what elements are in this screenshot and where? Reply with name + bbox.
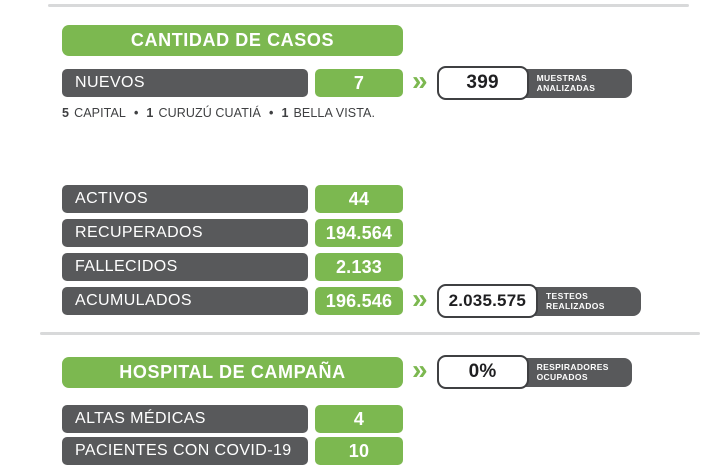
stat-value-box: 7: [315, 69, 403, 97]
muestras-value-box: 399: [436, 66, 529, 100]
muestras-tag: MUESTRAS ANALIZADAS: [521, 68, 632, 98]
section-title-hospital-de-campana: HOSPITAL DE CAMPAÑA: [62, 357, 403, 388]
testeos-badge-group: » 2.035.575 TESTEOS REALIZADOS: [412, 283, 642, 318]
breakdown-count: 1: [281, 106, 289, 120]
double-chevron-icon: »: [412, 354, 428, 385]
testeos-value-box: 2.035.575: [436, 284, 539, 318]
stat-label-bar: ACUMULADOS: [62, 287, 308, 315]
stat-value: 4: [353, 408, 365, 429]
section-title-label: HOSPITAL DE CAMPAÑA: [119, 362, 346, 382]
breakdown-place: CURUZÚ CUATIÁ: [158, 106, 261, 120]
stat-label: ACTIVOS: [75, 190, 149, 207]
testeos-tag-line2: REALIZADOS: [546, 301, 605, 311]
stat-value: 2.133: [335, 256, 383, 277]
stat-value: 194.564: [325, 222, 393, 243]
respiradores-tag-line2: OCUPADOS: [536, 372, 588, 382]
stat-value: 44: [348, 188, 370, 209]
section-title-label: CANTIDAD DE CASOS: [130, 30, 335, 50]
breakdown-count: 5: [62, 106, 70, 120]
breakdown-count: 1: [146, 106, 154, 120]
stat-label: ACUMULADOS: [75, 292, 192, 309]
stat-row-fallecidos: FALLECIDOS 2.133: [62, 253, 403, 281]
bullet-icon: •: [133, 106, 139, 120]
stat-label-bar: RECUPERADOS: [62, 219, 308, 247]
muestras-value: 399: [466, 72, 499, 93]
stat-value-box: 196.546: [315, 287, 403, 315]
section-title-cantidad-de-casos: CANTIDAD DE CASOS: [62, 25, 403, 56]
breakdown-place: CAPITAL: [74, 106, 126, 120]
stat-row-recuperados: RECUPERADOS 194.564: [62, 219, 403, 247]
muestras-tag-line1: MUESTRAS: [536, 73, 588, 83]
stat-value-box: 10: [315, 437, 403, 465]
stat-row-pacientes-covid: PACIENTES CON COVID-19 10: [62, 437, 403, 465]
testeos-tag-line1: TESTEOS: [546, 291, 589, 301]
stat-value-box: 4: [315, 405, 403, 433]
stat-value-box: 194.564: [315, 219, 403, 247]
stat-label-bar: NUEVOS: [62, 69, 308, 97]
section-divider-line: [40, 332, 700, 335]
stat-label-bar: FALLECIDOS: [62, 253, 308, 281]
top-divider-line: [48, 4, 689, 7]
stat-label: FALLECIDOS: [75, 258, 178, 275]
stat-row-activos: ACTIVOS 44: [62, 185, 403, 213]
respiradores-value-box: 0%: [436, 355, 529, 389]
breakdown-place: BELLA VISTA.: [293, 106, 376, 120]
stat-label: PACIENTES CON COVID-19: [75, 442, 292, 459]
respiradores-value: 0%: [468, 361, 497, 382]
stat-label-bar: PACIENTES CON COVID-19: [62, 437, 308, 465]
stat-row-altas-medicas: ALTAS MÉDICAS 4: [62, 405, 403, 433]
respiradores-tag-line1: RESPIRADORES: [536, 362, 609, 372]
stat-label-bar: ACTIVOS: [62, 185, 308, 213]
bullet-icon: •: [268, 106, 274, 120]
respiradores-tag: RESPIRADORES OCUPADOS: [521, 357, 632, 387]
testeos-value: 2.035.575: [448, 291, 527, 310]
stat-label: NUEVOS: [75, 74, 145, 91]
stat-row-acumulados: ACUMULADOS 196.546: [62, 287, 403, 315]
respiradores-badge-group: » 0% RESPIRADORES OCUPADOS: [412, 355, 632, 389]
muestras-tag-line2: ANALIZADAS: [536, 83, 596, 93]
stat-row-nuevos: NUEVOS 7: [62, 69, 403, 97]
stat-label: RECUPERADOS: [75, 224, 203, 241]
stat-value-box: 44: [315, 185, 403, 213]
stat-value: 10: [348, 440, 370, 461]
stat-value-box: 2.133: [315, 253, 403, 281]
new-cases-breakdown: 5 CAPITAL • 1 CURUZÚ CUATIÁ • 1 BELLA VI…: [62, 106, 375, 120]
double-chevron-icon: »: [412, 283, 428, 314]
stat-label-bar: ALTAS MÉDICAS: [62, 405, 308, 433]
muestras-badge-group: » 399 MUESTRAS ANALIZADAS: [412, 66, 632, 100]
stat-value: 196.546: [325, 290, 393, 311]
testeos-tag: TESTEOS REALIZADOS: [531, 286, 642, 316]
stat-label: ALTAS MÉDICAS: [75, 410, 206, 427]
stat-value: 7: [353, 72, 365, 93]
double-chevron-icon: »: [412, 65, 428, 96]
